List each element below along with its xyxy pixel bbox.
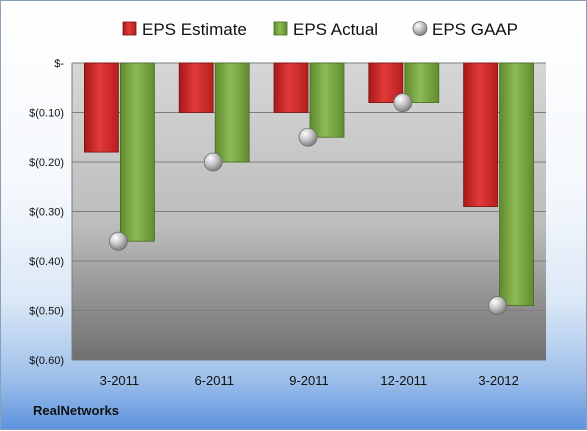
y-tick-label: $(0.50) [29, 306, 64, 318]
y-tick-label: $(0.10) [29, 108, 64, 120]
marker-eps-gaap [488, 296, 508, 315]
company-name: RealNetworks [33, 403, 119, 418]
legend-label: EPS Estimate [142, 20, 247, 39]
bar-eps-estimate [463, 62, 499, 207]
bar-eps-actual [214, 62, 250, 163]
y-tick-label: $(0.60) [29, 355, 64, 367]
marker-eps-gaap [393, 93, 413, 112]
bar-eps-actual [499, 62, 535, 306]
legend-label: EPS GAAP [432, 20, 518, 39]
bar-eps-estimate [273, 62, 309, 113]
bar-eps-estimate [178, 62, 214, 113]
plot-area: $- $(0.10) $(0.20) $(0.30) $(0.40) $(0.50) $(0… [29, 58, 546, 388]
x-tick-label: 3-2011 [100, 373, 140, 388]
legend-swatch [273, 21, 288, 36]
legend-swatch [122, 21, 137, 36]
marker-eps-gaap [298, 127, 318, 147]
y-tick-label: $(0.40) [29, 256, 64, 268]
y-tick-label: $- [54, 58, 64, 70]
bar-eps-actual [309, 62, 345, 138]
x-tick-label: 3-2012 [478, 373, 518, 388]
x-tick-label: 6-2011 [194, 373, 234, 388]
x-tick-label: 12-2011 [380, 373, 427, 388]
bar-eps-estimate [84, 62, 119, 153]
marker-eps-gaap [203, 152, 223, 172]
x-tick-label: 9-2011 [289, 373, 329, 388]
bar-eps-actual [404, 62, 440, 103]
y-tick-label: $(0.30) [29, 207, 64, 219]
legend: EPS Estimate EPS Actual EPS GAAP [122, 20, 518, 39]
legend-label: EPS Actual [293, 20, 378, 39]
legend-swatch [412, 21, 428, 36]
y-tick-label: $(0.20) [29, 157, 64, 169]
bar-eps-actual [120, 62, 155, 242]
marker-eps-gaap [109, 231, 128, 251]
